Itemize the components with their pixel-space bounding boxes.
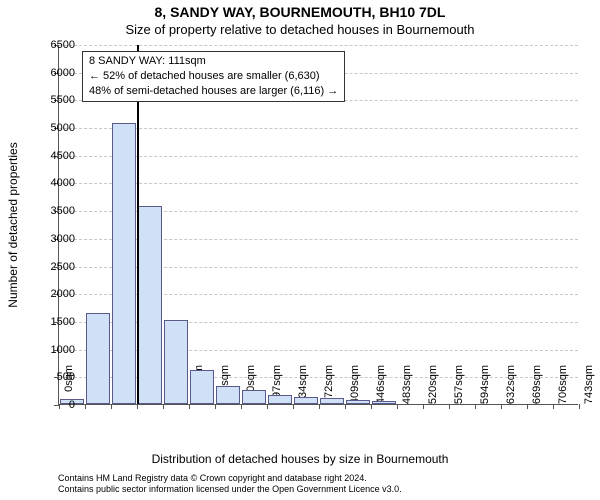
- xtick-mark: [553, 404, 554, 409]
- histogram-bar: [346, 400, 371, 404]
- annotation-line3: 48% of semi-detached houses are larger (…: [89, 84, 338, 99]
- xtick-mark: [189, 404, 190, 409]
- xtick-mark: [371, 404, 372, 409]
- xtick-mark: [397, 404, 398, 409]
- xtick-mark: [319, 404, 320, 409]
- xtick-mark: [475, 404, 476, 409]
- xtick-mark: [215, 404, 216, 409]
- ytick-label: 5500: [35, 94, 75, 106]
- xtick-mark: [241, 404, 242, 409]
- ytick-label: 6000: [35, 67, 75, 79]
- xtick-label: 743sqm: [583, 365, 595, 410]
- annotation-box: 8 SANDY WAY: 111sqm ← 52% of detached ho…: [82, 51, 345, 102]
- histogram-bar: [112, 123, 137, 404]
- ytick-label: 1500: [35, 316, 75, 328]
- caption: Contains HM Land Registry data © Crown c…: [58, 473, 402, 495]
- histogram-bar: [320, 398, 345, 404]
- histogram-bar: [242, 390, 267, 404]
- xtick-mark: [449, 404, 450, 409]
- xtick-label: 632sqm: [505, 365, 517, 410]
- xtick-mark: [163, 404, 164, 409]
- histogram-bar: [216, 386, 241, 404]
- ytick-label: 2000: [35, 288, 75, 300]
- histogram-bar: [190, 370, 215, 404]
- ytick-label: 6500: [35, 39, 75, 51]
- xtick-mark: [527, 404, 528, 409]
- histogram-bar: [164, 320, 189, 404]
- histogram-bar: [268, 395, 293, 404]
- chart-title-sub: Size of property relative to detached ho…: [0, 22, 600, 37]
- plot-area: 8 SANDY WAY: 111sqm ← 52% of detached ho…: [58, 45, 578, 405]
- xtick-mark: [111, 404, 112, 409]
- caption-line1: Contains HM Land Registry data © Crown c…: [58, 473, 402, 484]
- ytick-label: 0: [35, 399, 75, 411]
- xtick-label: 483sqm: [401, 365, 413, 410]
- ytick-label: 3000: [35, 233, 75, 245]
- xtick-mark: [137, 404, 138, 409]
- xtick-label: 520sqm: [427, 365, 439, 410]
- xtick-label: 557sqm: [453, 365, 465, 410]
- histogram-bar: [86, 313, 111, 404]
- ytick-label: 2500: [35, 261, 75, 273]
- chart-title-main: 8, SANDY WAY, BOURNEMOUTH, BH10 7DL: [0, 4, 600, 20]
- xtick-label: 706sqm: [557, 365, 569, 410]
- xtick-mark: [345, 404, 346, 409]
- xtick-mark: [293, 404, 294, 409]
- y-axis-label: Number of detached properties: [6, 142, 20, 307]
- ytick-label: 4500: [35, 150, 75, 162]
- ytick-label: 500: [35, 371, 75, 383]
- annotation-line1: 8 SANDY WAY: 111sqm: [89, 54, 338, 69]
- xtick-mark: [85, 404, 86, 409]
- histogram-bar: [372, 401, 397, 404]
- caption-line2: Contains public sector information licen…: [58, 484, 402, 495]
- x-axis-label: Distribution of detached houses by size …: [0, 452, 600, 466]
- ytick-label: 1000: [35, 344, 75, 356]
- xtick-mark: [501, 404, 502, 409]
- xtick-label: 594sqm: [479, 365, 491, 410]
- xtick-mark: [579, 404, 580, 409]
- annotation-line2: ← 52% of detached houses are smaller (6,…: [89, 69, 338, 84]
- xtick-mark: [423, 404, 424, 409]
- ytick-label: 3500: [35, 205, 75, 217]
- histogram-bar: [138, 206, 163, 404]
- ytick-label: 5000: [35, 122, 75, 134]
- histogram-bar: [294, 397, 319, 404]
- xtick-mark: [267, 404, 268, 409]
- xtick-label: 669sqm: [531, 365, 543, 410]
- ytick-label: 4000: [35, 177, 75, 189]
